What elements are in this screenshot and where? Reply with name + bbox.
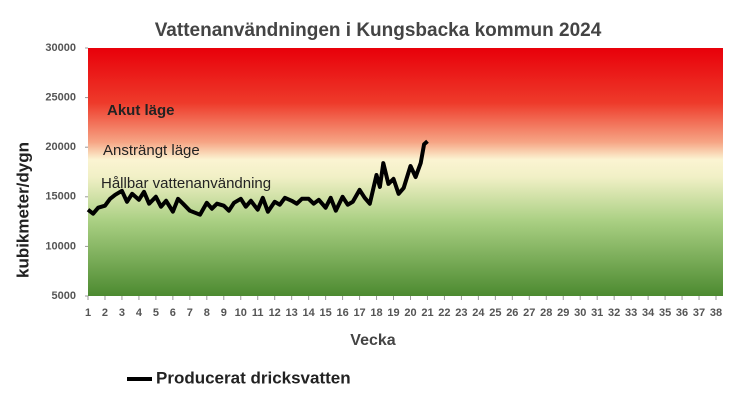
y-tick-label: 15000 — [45, 191, 76, 203]
x-tick-label: 3 — [119, 307, 125, 319]
x-tick-label: 33 — [625, 307, 637, 319]
x-tick-label: 12 — [269, 307, 281, 319]
x-tick-label: 9 — [221, 307, 227, 319]
y-tick-label: 30000 — [45, 42, 76, 54]
x-tick-label: 31 — [591, 307, 603, 319]
annotation: Ansträngt läge — [103, 142, 200, 159]
x-tick-label: 17 — [353, 307, 365, 319]
x-tick-label: 21 — [421, 307, 433, 319]
y-tick-label: 10000 — [45, 240, 76, 252]
y-axis-label: kubikmeter/dygn — [13, 142, 32, 278]
x-tick-label: 25 — [489, 307, 501, 319]
x-tick-label: 23 — [455, 307, 467, 319]
x-tick-label: 18 — [370, 307, 382, 319]
chart-title: Vattenanvändningen i Kungsbacka kommun 2… — [155, 20, 602, 41]
x-tick-label: 5 — [153, 307, 159, 319]
x-tick-label: 30 — [574, 307, 586, 319]
x-tick-label: 38 — [710, 307, 722, 319]
annotation: Akut läge — [107, 102, 175, 119]
x-tick-label: 19 — [387, 307, 399, 319]
x-tick-label: 32 — [608, 307, 620, 319]
annotation: Hållbar vattenanvändning — [101, 175, 271, 192]
x-tick-label: 7 — [187, 307, 193, 319]
x-tick-label: 14 — [303, 307, 316, 319]
plot-background — [88, 48, 723, 296]
y-tick-label: 5000 — [52, 290, 76, 302]
x-tick-label: 27 — [523, 307, 535, 319]
x-tick-label: 6 — [170, 307, 176, 319]
x-tick-label: 10 — [235, 307, 247, 319]
x-tick-label: 15 — [319, 307, 331, 319]
x-tick-label: 26 — [506, 307, 518, 319]
legend-label: Producerat dricksvatten — [156, 368, 351, 387]
x-tick-label: 28 — [540, 307, 552, 319]
x-tick-label: 37 — [693, 307, 705, 319]
x-tick-label: 29 — [557, 307, 569, 319]
x-tick-label: 34 — [642, 307, 655, 319]
x-tick-label: 20 — [404, 307, 416, 319]
x-tick-label: 35 — [659, 307, 671, 319]
data-line — [86, 139, 429, 217]
x-tick-label: 1 — [85, 307, 91, 319]
x-tick-label: 8 — [204, 307, 210, 319]
x-tick-label: 16 — [336, 307, 348, 319]
x-tick-label: 2 — [102, 307, 108, 319]
x-tick-label: 36 — [676, 307, 688, 319]
x-tick-label: 24 — [472, 307, 485, 319]
x-tick-label: 4 — [136, 307, 143, 319]
y-tick-label: 20000 — [45, 141, 76, 153]
x-tick-label: 22 — [438, 307, 450, 319]
y-tick-label: 25000 — [45, 92, 76, 104]
x-tick-label: 13 — [286, 307, 298, 319]
x-axis-label: Vecka — [350, 332, 395, 349]
x-tick-label: 11 — [252, 307, 264, 319]
